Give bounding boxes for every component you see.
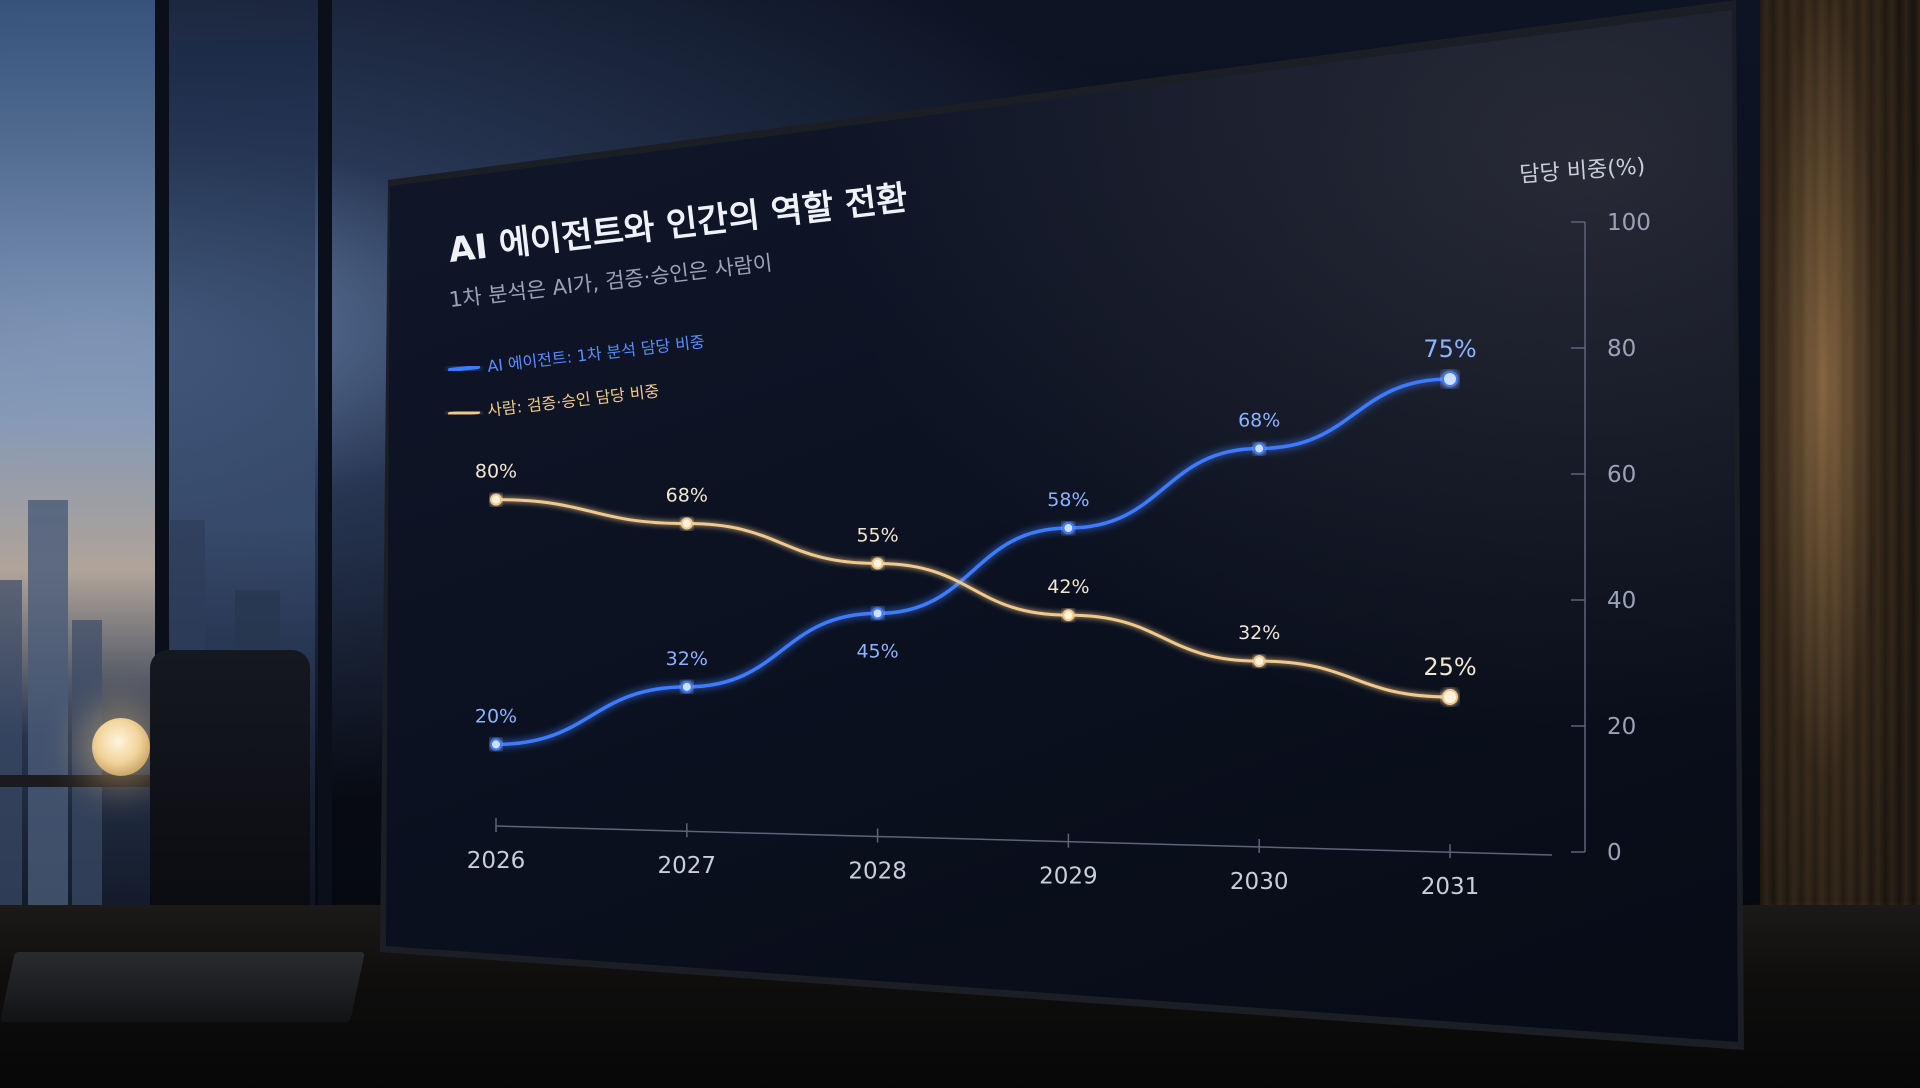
data-point-human <box>1442 689 1458 705</box>
legend-label-human: 사람: 검증·승인 담당 비중 <box>486 381 660 420</box>
data-label-human: 42% <box>1047 576 1089 598</box>
x-tick-label: 2026 <box>467 848 526 874</box>
data-point-human <box>1253 655 1266 668</box>
axes: 0 20 40 60 80 100 2026 2027 2028 2029 2030 2031 <box>467 210 1651 900</box>
data-label-ai: 45% <box>856 640 898 662</box>
x-tick-label: 2027 <box>658 853 717 879</box>
y-tick-label: 40 <box>1607 588 1636 614</box>
data-label-human: 25% <box>1423 653 1476 681</box>
data-label-ai: 20% <box>475 705 517 727</box>
x-tick-label: 2030 <box>1230 869 1289 895</box>
legend-swatch-ai <box>448 365 480 372</box>
data-label-human: 55% <box>856 524 898 546</box>
data-label-human: 68% <box>666 485 708 507</box>
data-point-ai <box>1442 371 1458 387</box>
data-point-human <box>680 517 693 530</box>
data-label-ai: 68% <box>1238 410 1280 432</box>
data-label-ai: 58% <box>1047 489 1089 511</box>
data-points <box>490 371 1458 751</box>
data-label-human: 80% <box>475 461 517 483</box>
chart-title: AI 에이전트와 인간의 역할 전환 <box>446 178 909 271</box>
office-chair <box>150 650 310 910</box>
y-tick-label: 20 <box>1607 714 1636 740</box>
data-label-human: 32% <box>1238 622 1280 644</box>
data-point-human <box>1062 609 1075 622</box>
data-point-ai <box>1062 522 1075 535</box>
window-mullion <box>318 0 332 940</box>
data-labels: 20% 32% 45% 58% 68% 75% 80% 68% 55% 42% 32% 25% <box>475 335 1477 727</box>
side-table <box>0 775 175 787</box>
series-line-human <box>494 498 1452 699</box>
data-label-ai: 75% <box>1423 335 1476 363</box>
monitor-screen <box>386 10 1738 1042</box>
x-tick-label: 2029 <box>1039 864 1098 890</box>
y-tick-label: 80 <box>1607 336 1636 362</box>
y-tick-label: 60 <box>1607 462 1636 488</box>
data-point-ai <box>490 738 502 751</box>
lamp <box>92 718 150 776</box>
data-point-ai <box>680 680 693 693</box>
legend-swatch-human <box>448 410 480 416</box>
legend: AI 에이전트: 1차 분석 담당 비중 사람: 검증·승인 담당 비중 <box>448 332 706 420</box>
legend-label-ai: AI 에이전트: 1차 분석 담당 비중 <box>486 332 705 376</box>
y-tick-label: 100 <box>1607 210 1651 236</box>
data-point-ai <box>1253 442 1266 455</box>
series-line-ai <box>494 377 1452 747</box>
data-label-ai: 32% <box>666 648 708 670</box>
data-point-human <box>871 557 884 570</box>
y-tick-label: 0 <box>1607 840 1622 866</box>
series-lines <box>494 377 1452 747</box>
data-point-human <box>490 493 502 506</box>
y-axis-title: 담당 비중(%) <box>1519 154 1646 188</box>
data-point-ai <box>871 607 884 620</box>
x-tick-label: 2031 <box>1421 874 1480 900</box>
x-tick-label: 2028 <box>848 858 907 884</box>
x-axis-line <box>495 825 1553 856</box>
